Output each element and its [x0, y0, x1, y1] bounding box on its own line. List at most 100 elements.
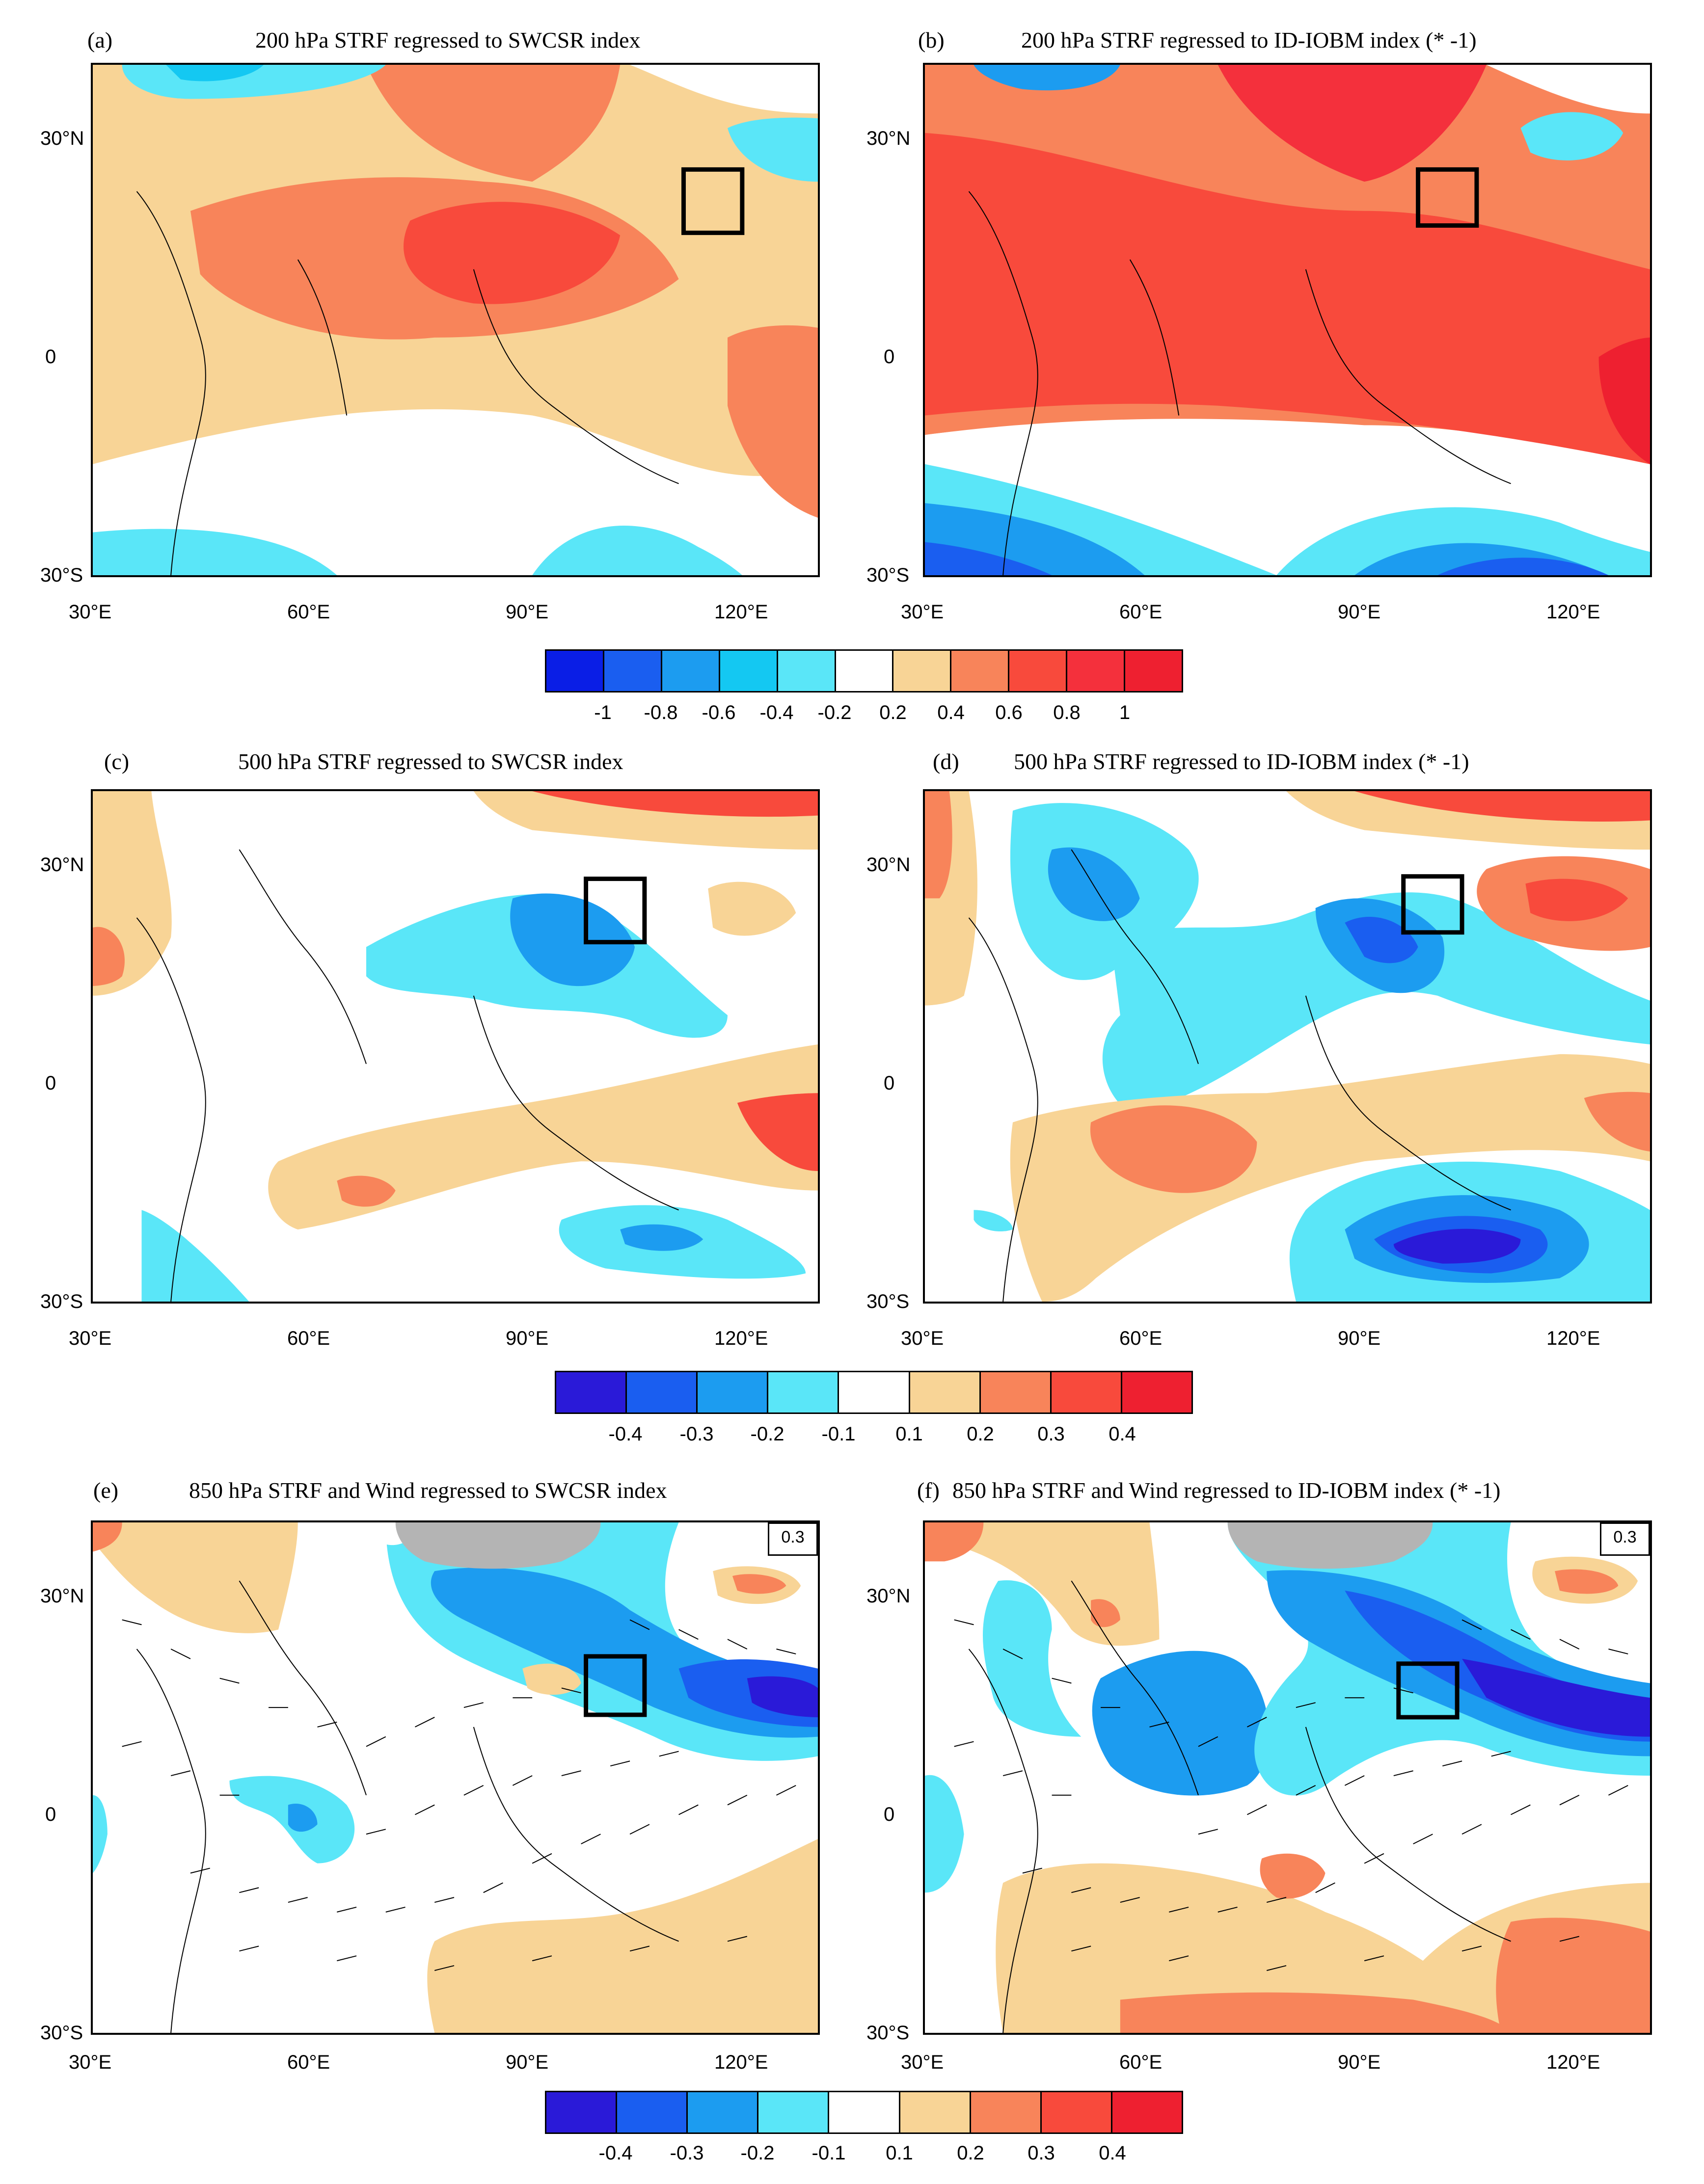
panel-b-tag: (b) — [918, 27, 945, 53]
panel-d-title: 500 hPa STRF regressed to ID-IOBM index … — [1014, 749, 1469, 774]
panel-f-lat-0: 0 — [884, 1804, 895, 1825]
colorbar-3-label: 0.3 — [1028, 2142, 1055, 2164]
colorbar-3-swatch — [758, 2092, 830, 2132]
panel-b-lon-30e: 30°E — [901, 601, 944, 623]
panel-e-lat-30s: 30°S — [40, 2022, 83, 2044]
panel-b-contours — [925, 65, 1650, 575]
panel-c-title: 500 hPa STRF regressed to SWCSR index — [238, 749, 623, 774]
panel-d-lat-30n: 30°N — [866, 854, 911, 876]
panel-c-lon-120e: 120°E — [714, 1328, 768, 1349]
colorbar-1-swatch — [1009, 651, 1068, 691]
colorbar-3-label: 0.2 — [957, 2142, 984, 2164]
panel-a-lon-90e: 90°E — [506, 601, 549, 623]
panel-a-lat-30n: 30°N — [40, 128, 84, 149]
panel-d-lon-30e: 30°E — [901, 1328, 944, 1349]
colorbar-1-label: -0.4 — [759, 702, 794, 723]
panel-d-lat-0: 0 — [884, 1072, 895, 1094]
colorbar-1-label: -1 — [594, 702, 612, 723]
panel-e-lon-60e: 60°E — [287, 2051, 330, 2073]
colorbar-2-label: -0.1 — [821, 1423, 856, 1445]
colorbar-2-swatch — [980, 1372, 1052, 1412]
colorbar-2-swatch — [768, 1372, 839, 1412]
panel-d-lat-30s: 30°S — [866, 1291, 910, 1312]
panel-e-wind-reference: 0.3 — [768, 1522, 818, 1556]
colorbar-3-label: 0.4 — [1099, 2142, 1126, 2164]
colorbar-3-label: -0.2 — [740, 2142, 775, 2164]
panel-a-title: 200 hPa STRF regressed to SWCSR index — [255, 27, 641, 53]
colorbar-2-swatch — [1122, 1372, 1191, 1412]
panel-b-lat-30s: 30°S — [866, 564, 910, 586]
colorbar-1-swatch — [720, 651, 778, 691]
panel-f-lon-30e: 30°E — [901, 2051, 944, 2073]
colorbar-2 — [555, 1371, 1193, 1414]
colorbar-2-swatch — [910, 1372, 981, 1412]
panel-f-wind-vectors — [954, 1619, 1628, 1971]
colorbar-2-label: -0.3 — [679, 1423, 714, 1445]
panel-d-lon-60e: 60°E — [1119, 1328, 1163, 1349]
colorbar-2-swatch — [556, 1372, 627, 1412]
colorbar-3-label: -0.4 — [598, 2142, 633, 2164]
panel-f-lat-30s: 30°S — [866, 2022, 910, 2044]
colorbar-2-label: 0.3 — [1037, 1423, 1065, 1445]
colorbar-1-swatch — [604, 651, 662, 691]
panel-f-contours — [925, 1522, 1650, 2033]
panel-a-map — [91, 63, 820, 577]
panel-c-map — [91, 789, 820, 1304]
colorbar-1-swatch — [893, 651, 952, 691]
panel-f-lon-60e: 60°E — [1119, 2051, 1163, 2073]
panel-c-contours — [93, 791, 818, 1302]
panel-d-contours — [925, 791, 1650, 1302]
panel-d-lon-120e: 120°E — [1546, 1328, 1600, 1349]
colorbar-1-label: 0.4 — [937, 702, 965, 723]
colorbar-3-swatch — [617, 2092, 688, 2132]
panel-f-tag: (f) — [917, 1478, 940, 1503]
panel-b-map — [923, 63, 1652, 577]
panel-e-lat-30n: 30°N — [40, 1585, 84, 1607]
panel-b-lon-90e: 90°E — [1338, 601, 1381, 623]
panel-b-lon-120e: 120°E — [1546, 601, 1600, 623]
colorbar-1-swatch — [1067, 651, 1126, 691]
panel-c-lon-90e: 90°E — [506, 1328, 549, 1349]
colorbar-1 — [545, 649, 1183, 692]
colorbar-1-swatch — [778, 651, 836, 691]
colorbar-1-swatch — [951, 651, 1010, 691]
colorbar-2-label: 0.4 — [1109, 1423, 1136, 1445]
panel-e-title: 850 hPa STRF and Wind regressed to SWCSR… — [189, 1478, 667, 1503]
colorbar-1-label: -0.2 — [817, 702, 852, 723]
panel-e-lon-120e: 120°E — [714, 2051, 768, 2073]
panel-b-lat-0: 0 — [884, 346, 895, 368]
panel-e-lat-0: 0 — [45, 1804, 56, 1825]
colorbar-1-swatch — [546, 651, 604, 691]
colorbar-3-swatch — [1041, 2092, 1112, 2132]
colorbar-3-swatch — [900, 2092, 971, 2132]
colorbar-1-label: 0.2 — [879, 702, 907, 723]
panel-f-lat-30n: 30°N — [866, 1585, 911, 1607]
panel-a-lat-30s: 30°S — [40, 564, 83, 586]
panel-a-lon-60e: 60°E — [287, 601, 330, 623]
colorbar-1-swatch — [836, 651, 894, 691]
colorbar-3-swatch — [1112, 2092, 1182, 2132]
panel-c-lon-30e: 30°E — [69, 1328, 112, 1349]
colorbar-1-label: -0.8 — [644, 702, 678, 723]
panel-c-tag: (c) — [104, 749, 130, 774]
colorbar-2-swatch — [698, 1372, 769, 1412]
panel-e-lon-90e: 90°E — [506, 2051, 549, 2073]
panel-c-lat-0: 0 — [45, 1072, 56, 1094]
panel-f-map: 0.3 — [923, 1520, 1652, 2035]
colorbar-2-swatch — [627, 1372, 698, 1412]
panel-a-tag: (a) — [87, 27, 113, 53]
colorbar-1-label: 0.6 — [995, 702, 1023, 723]
panel-e-tag: (e) — [93, 1478, 119, 1503]
colorbar-1-label: -0.6 — [702, 702, 736, 723]
colorbar-3-label: 0.1 — [886, 2142, 913, 2164]
colorbar-2-label: 0.1 — [895, 1423, 923, 1445]
panel-a-lon-30e: 30°E — [69, 601, 112, 623]
colorbar-3 — [545, 2091, 1183, 2134]
panel-d-lon-90e: 90°E — [1338, 1328, 1381, 1349]
panel-a-contours — [93, 65, 818, 575]
panel-c-lon-60e: 60°E — [287, 1328, 330, 1349]
panel-c-lat-30s: 30°S — [40, 1291, 83, 1312]
panel-f-lon-120e: 120°E — [1546, 2051, 1600, 2073]
colorbar-1-label: 1 — [1119, 702, 1131, 723]
colorbar-3-label: -0.1 — [811, 2142, 846, 2164]
